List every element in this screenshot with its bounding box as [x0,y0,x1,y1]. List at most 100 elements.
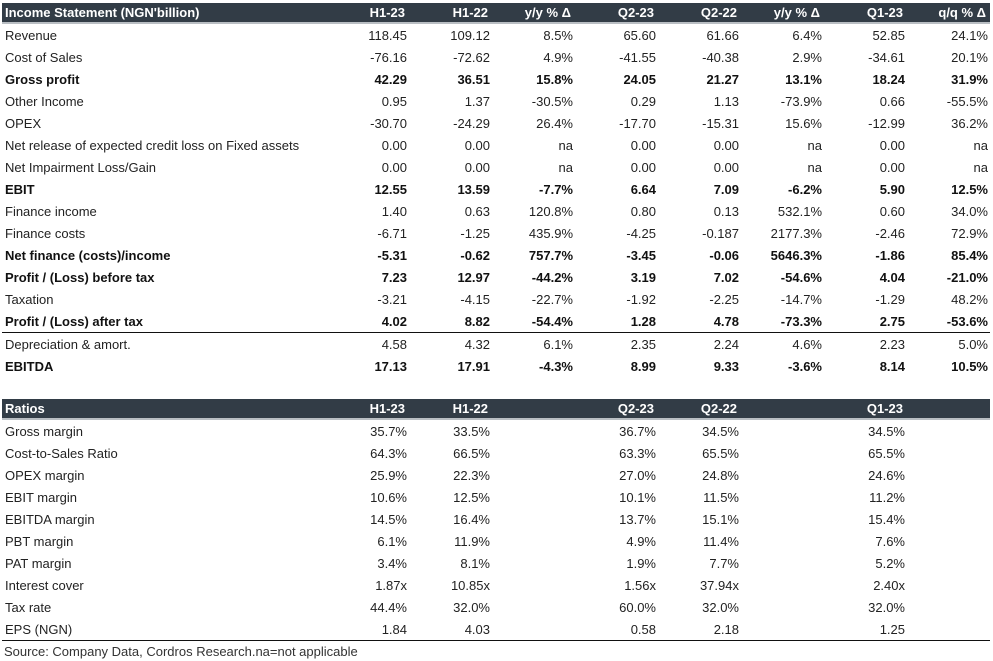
table-row: Profit / (Loss) before tax 7.23 12.97 -44.2… [2,266,990,288]
row-label: Cost of Sales [5,49,83,65]
column-header: Q2-22 [700,5,737,20]
table-cell: 7.7% [709,555,739,571]
table-cell: -73.9% [780,93,822,109]
table-row: EBITDA margin 14.5% 16.4% 13.7% 15.1% 15.4% [2,508,990,530]
table-cell: 2.23 [879,336,905,352]
table-cell: 2.24 [713,336,739,352]
table-cell: 4.78 [713,313,739,329]
table-cell: 118.45 [368,27,407,43]
table-row: Finance costs -6.71 -1.25 435.9% -4.25 -0.187… [2,222,990,244]
table-cell: 1.56x [624,577,656,593]
table-cell: 60.0% [619,599,656,615]
table-cell: 3.19 [630,269,656,285]
table-row: OPEX margin 25.9% 22.3% 27.0% 24.8% 24.6% [2,464,990,486]
table-cell: 9.33 [713,358,739,374]
table-cell: 15.6% [785,115,822,131]
table-cell: 20.1% [951,49,988,65]
column-header: H1-22 [452,5,488,20]
table-cell: -1.92 [626,291,656,307]
table-cell: 36.7% [619,423,656,439]
table-cell: na [973,137,988,153]
table-cell: 36.51 [457,71,490,87]
table-cell: -30.5% [531,93,573,109]
table-row: Net Impairment Loss/Gain 0.00 0.00 na 0.00 0.… [2,156,990,178]
table-cell: na [973,159,988,175]
table-cell: 0.58 [630,621,656,637]
table-cell: 32.0% [702,599,739,615]
table-cell: 0.00 [713,137,739,153]
table-cell: 435.9% [528,225,573,241]
table-cell: na [807,159,822,175]
table-cell: 10.5% [951,358,988,374]
table-cell: 32.0% [453,599,490,615]
table-cell: 5.90 [879,181,905,197]
table-row: EBITDA 17.13 17.91 -4.3% 8.99 9.33 -3.6% 8.14 10… [2,355,990,377]
column-header: y/y % Δ [524,5,571,20]
source-note: Source: Company Data, Cordros Research.n… [4,644,358,659]
table-cell: 12.55 [374,181,407,197]
table-cell: 15.4% [868,511,905,527]
table-cell: 17.91 [457,358,490,374]
table-cell: -76.16 [370,49,407,65]
table-cell: 4.6% [792,336,822,352]
row-label: PBT margin [5,533,74,549]
table-row: Finance income 1.40 0.63 120.8% 0.80 0.13 532.… [2,200,990,222]
table-row: Gross profit 42.29 36.51 15.8% 24.05 21.27 13.… [2,68,990,90]
table-cell: 34.5% [868,423,905,439]
table-row: Gross margin 35.7% 33.5% 36.7% 34.5% 34.5% [2,420,990,442]
income-title: Income Statement (NGN'billion) [5,5,200,20]
column-header: H1-23 [369,401,405,416]
ratios-table: Ratios H1-23 H1-22 Q2-23 Q2-22 Q1-23 Gross mar… [2,399,990,641]
table-cell: 44.4% [370,599,407,615]
column-header: H1-23 [369,5,405,20]
ratios-header-row: Ratios H1-23 H1-22 Q2-23 Q2-22 Q1-23 [2,399,990,420]
row-label: Net finance (costs)/income [5,247,171,263]
table-row: Cost of Sales -76.16 -72.62 4.9% -41.55 -40.3… [2,46,990,68]
row-label: EBITDA margin [5,511,95,527]
table-cell: 36.2% [951,115,988,131]
table-cell: 0.60 [879,203,905,219]
table-cell: 2177.3% [770,225,822,241]
table-cell: 64.3% [370,445,407,461]
table-cell: 6.1% [543,336,573,352]
table-cell: 4.02 [381,313,407,329]
table-cell: -73.3% [780,313,822,329]
table-cell: -4.15 [460,291,490,307]
table-cell: 1.9% [626,555,656,571]
table-cell: 18.24 [872,71,905,87]
table-row: PBT margin 6.1% 11.9% 4.9% 11.4% 7.6% [2,530,990,552]
table-cell: 13.7% [619,511,656,527]
table-cell: 0.29 [630,93,656,109]
table-cell: 1.87x [375,577,407,593]
row-label: EBIT [5,181,35,197]
table-cell: 17.13 [374,358,407,374]
table-cell: 22.3% [453,467,490,483]
row-label: Net Impairment Loss/Gain [5,159,157,175]
table-cell: 0.00 [630,137,656,153]
row-label: Finance costs [5,225,86,241]
table-cell: 21.27 [706,71,739,87]
row-label: Revenue [5,27,58,43]
table-cell: 2.75 [879,313,905,329]
table-cell: 532.1% [777,203,822,219]
column-header: y/y % Δ [773,5,820,20]
table-row: Profit / (Loss) after tax 4.02 8.82 -54.4% 1… [2,310,990,333]
table-cell: 14.5% [370,511,407,527]
row-label: EBIT margin [5,489,78,505]
table-cell: -24.29 [453,115,490,131]
table-cell: 65.60 [623,27,656,43]
table-cell: -4.25 [626,225,656,241]
table-cell: 0.95 [381,93,407,109]
table-cell: -15.31 [702,115,739,131]
table-row: Net release of expected credit loss on F… [2,134,990,156]
column-header: Q1-23 [866,401,903,416]
table-cell: 12.5% [951,181,988,197]
table-cell: 65.5% [868,445,905,461]
table-cell: -3.45 [626,247,656,263]
table-cell: 6.1% [377,533,407,549]
table-cell: -54.6% [780,269,822,285]
column-header: Q2-22 [700,401,737,416]
table-row: EPS (NGN) 1.84 4.03 0.58 2.18 1.25 [2,618,990,641]
table-cell: -1.25 [460,225,490,241]
table-cell: 65.5% [702,445,739,461]
